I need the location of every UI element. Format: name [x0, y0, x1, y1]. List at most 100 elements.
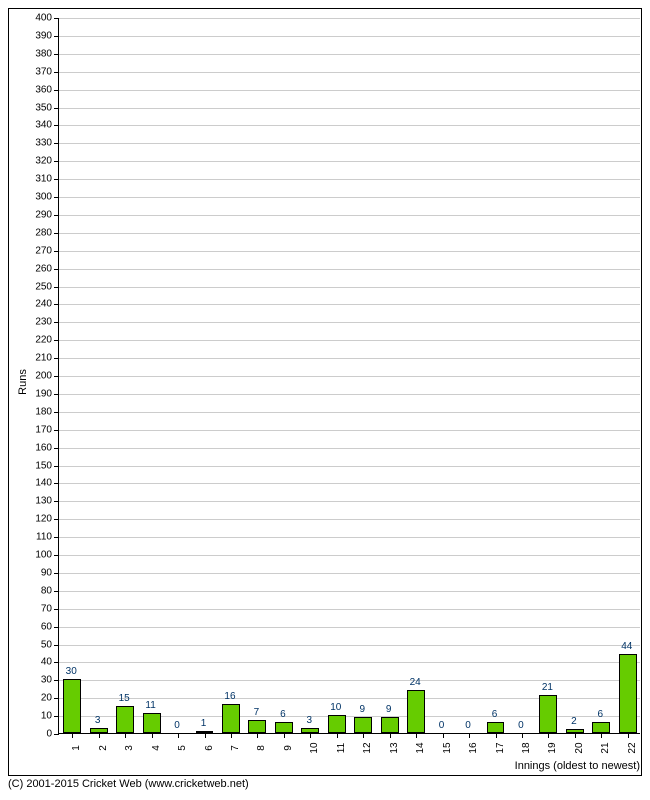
xtick-mark [257, 733, 258, 738]
gridline [59, 466, 640, 467]
ytick-label: 40 [0, 657, 52, 668]
bar [619, 654, 637, 733]
ytick-mark [54, 483, 59, 484]
ytick-label: 300 [0, 192, 52, 203]
ytick-mark [54, 358, 59, 359]
ytick-mark [54, 90, 59, 91]
ytick-mark [54, 18, 59, 19]
bar-value-label: 9 [359, 704, 365, 715]
ytick-mark [54, 125, 59, 126]
ytick-label: 140 [0, 478, 52, 489]
bar [539, 695, 557, 733]
ytick-label: 120 [0, 514, 52, 525]
bar [275, 722, 293, 733]
xtick-mark [284, 733, 285, 738]
bar-value-label: 6 [492, 709, 498, 720]
xtick-label: 6 [204, 745, 215, 751]
ytick-mark [54, 537, 59, 538]
bar-value-label: 11 [145, 700, 155, 711]
xtick-mark [363, 733, 364, 738]
bar [592, 722, 610, 733]
xtick-label: 7 [230, 745, 241, 751]
xtick-label: 20 [574, 742, 585, 753]
gridline [59, 627, 640, 628]
xtick-mark [125, 733, 126, 738]
xtick-label: 13 [389, 742, 400, 753]
xtick-label: 12 [362, 742, 373, 753]
gridline [59, 269, 640, 270]
ytick-mark [54, 376, 59, 377]
bar-value-label: 6 [598, 709, 604, 720]
ytick-label: 360 [0, 84, 52, 95]
bar-value-label: 0 [518, 720, 524, 731]
ytick-label: 350 [0, 102, 52, 113]
bar [354, 717, 372, 733]
bar-value-label: 10 [330, 702, 341, 713]
gridline [59, 645, 640, 646]
ytick-label: 10 [0, 711, 52, 722]
ytick-mark [54, 108, 59, 109]
ytick-mark [54, 430, 59, 431]
ytick-mark [54, 340, 59, 341]
bar-value-label: 15 [119, 693, 130, 704]
ytick-label: 30 [0, 675, 52, 686]
ytick-mark [54, 412, 59, 413]
ytick-mark [54, 322, 59, 323]
ytick-mark [54, 287, 59, 288]
xtick-mark [548, 733, 549, 738]
ytick-mark [54, 304, 59, 305]
bar-value-label: 44 [621, 641, 632, 652]
xtick-mark [205, 733, 206, 738]
xtick-mark [390, 733, 391, 738]
gridline [59, 483, 640, 484]
ytick-label: 60 [0, 621, 52, 632]
xtick-mark [469, 733, 470, 738]
ytick-mark [54, 179, 59, 180]
bar [328, 715, 346, 733]
bar-value-label: 30 [66, 666, 77, 677]
gridline [59, 125, 640, 126]
ytick-mark [54, 645, 59, 646]
xtick-mark [310, 733, 311, 738]
xtick-label: 22 [627, 742, 638, 753]
ytick-mark [54, 233, 59, 234]
ytick-mark [54, 698, 59, 699]
ytick-mark [54, 519, 59, 520]
gridline [59, 197, 640, 198]
xtick-label: 17 [495, 742, 506, 753]
gridline [59, 680, 640, 681]
ytick-label: 260 [0, 263, 52, 274]
gridline [59, 161, 640, 162]
gridline [59, 143, 640, 144]
ytick-mark [54, 573, 59, 574]
xtick-label: 21 [600, 742, 611, 753]
bar [222, 704, 240, 733]
ytick-mark [54, 143, 59, 144]
xtick-mark [231, 733, 232, 738]
xtick-mark [496, 733, 497, 738]
ytick-label: 310 [0, 174, 52, 185]
xtick-label: 2 [98, 745, 109, 751]
gridline [59, 304, 640, 305]
ytick-label: 20 [0, 693, 52, 704]
xtick-mark [628, 733, 629, 738]
bar-value-label: 21 [542, 682, 553, 693]
xtick-label: 11 [336, 743, 347, 753]
ytick-label: 270 [0, 245, 52, 256]
gridline [59, 72, 640, 73]
bar [116, 706, 134, 733]
xtick-label: 18 [521, 742, 532, 753]
ytick-label: 110 [0, 532, 52, 543]
ytick-label: 160 [0, 442, 52, 453]
bar-value-label: 3 [307, 715, 313, 726]
ytick-mark [54, 448, 59, 449]
bar [381, 717, 399, 733]
ytick-mark [54, 54, 59, 55]
gridline [59, 108, 640, 109]
gridline [59, 36, 640, 37]
ytick-label: 0 [0, 729, 52, 740]
gridline [59, 591, 640, 592]
bar-value-label: 9 [386, 704, 392, 715]
bar [487, 722, 505, 733]
ytick-label: 170 [0, 424, 52, 435]
